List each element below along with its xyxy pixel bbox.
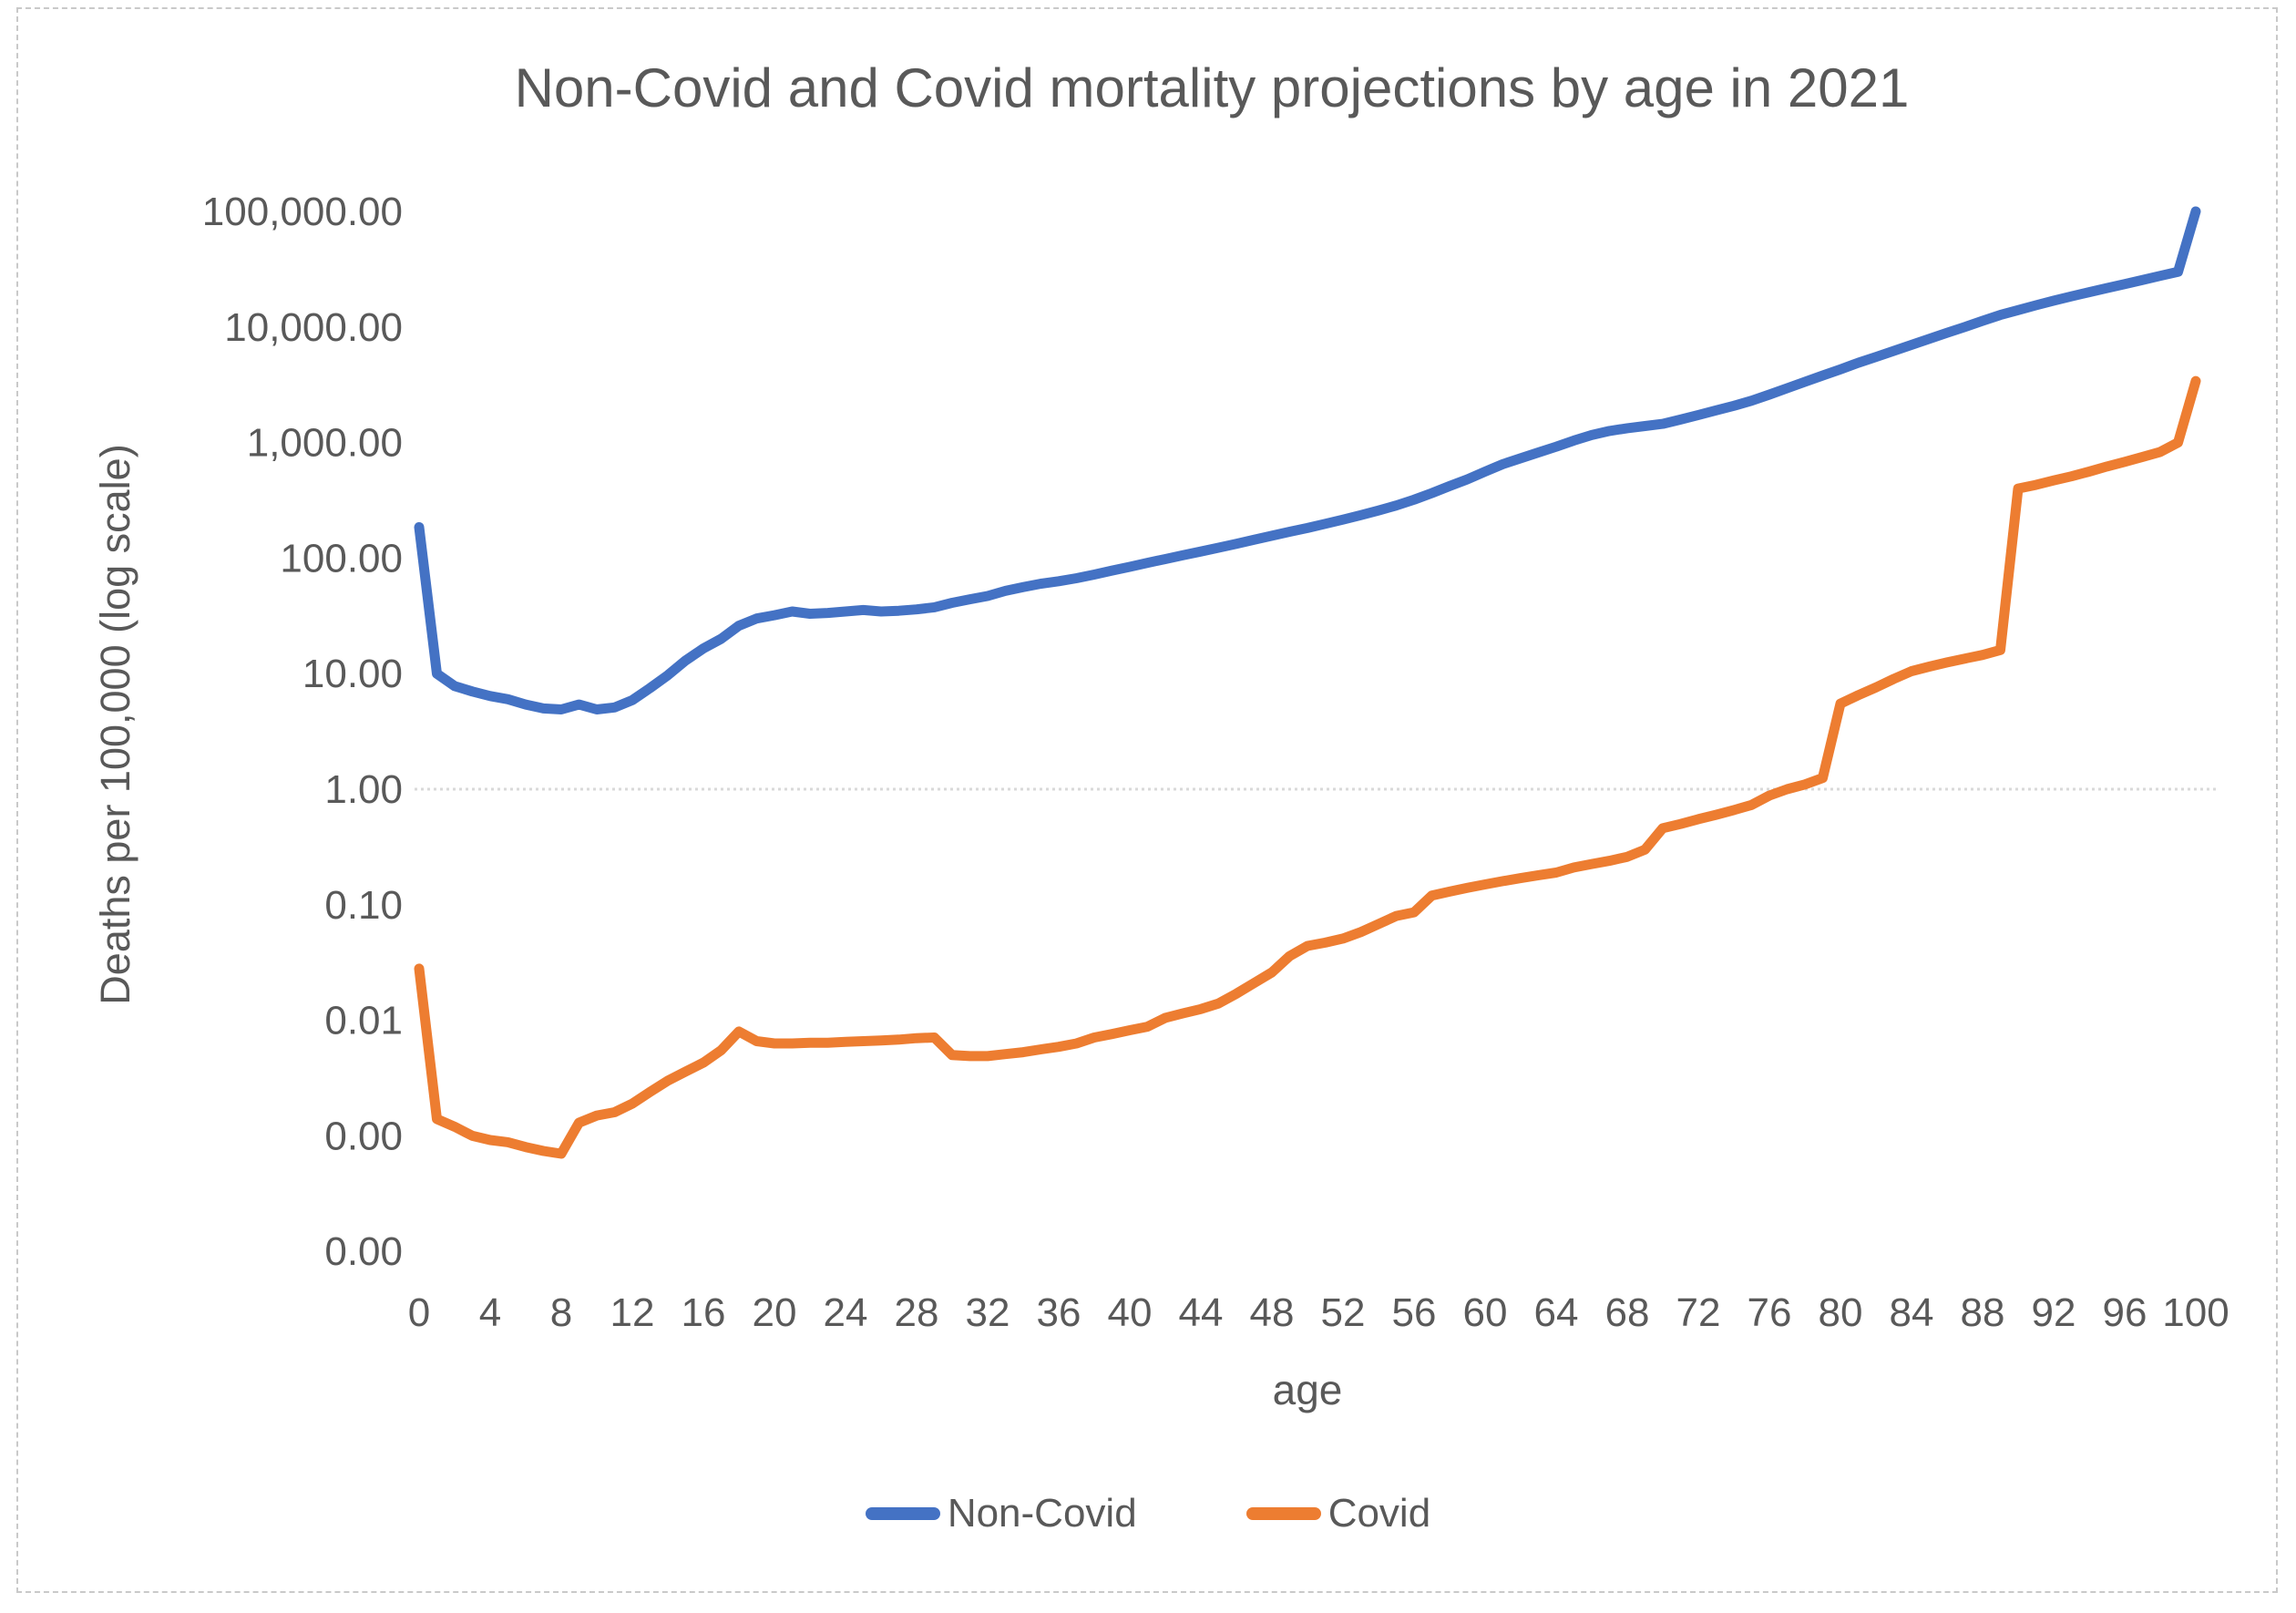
legend-item-covid: Covid [1245,1491,1431,1536]
chart-frame [16,7,2278,1593]
y-axis-tick-label: 1,000.00 [247,421,403,466]
x-axis-tick-label: 0 [408,1290,430,1335]
x-axis-tick-label: 88 [1961,1290,2005,1335]
y-axis-tick-label: 10.00 [302,652,403,696]
legend-item-non-covid: Non-Covid [865,1491,1137,1536]
legend: Non-Covid Covid [0,1491,2296,1536]
x-axis-tick-label: 64 [1534,1290,1579,1335]
y-axis-tick-label: 0.00 [324,1229,403,1274]
x-axis-tick-label: 4 [479,1290,501,1335]
x-axis-tick-label: 8 [550,1290,572,1335]
x-axis-tick-label: 92 [2032,1290,2076,1335]
legend-swatch-non-covid-icon [865,1507,940,1520]
x-axis-tick-label: 56 [1392,1290,1437,1335]
y-axis-tick-label: 10,000.00 [224,305,403,350]
y-axis-tick-label: 100.00 [280,536,403,580]
legend-label-covid: Covid [1327,1491,1431,1536]
x-axis-tick-label: 32 [966,1290,1010,1335]
legend-label-non-covid: Non-Covid [947,1491,1137,1536]
chart-title: Non-Covid and Covid mortality projection… [514,57,1910,118]
x-axis-tick-label: 76 [1748,1290,1792,1335]
x-axis-tick-label: 96 [2103,1290,2147,1335]
series-line-non-covid [414,206,2201,714]
x-axis-tick-label: 20 [753,1290,797,1335]
x-axis-tick-label: 84 [1890,1290,1934,1335]
y-axis-tick-label: 1.00 [324,767,403,812]
x-axis-tick-label: 44 [1179,1290,1224,1335]
y-axis-tick-label: 0.00 [324,1114,403,1158]
x-axis-tick-label: 60 [1463,1290,1508,1335]
x-axis-tick-label: 12 [610,1290,655,1335]
x-axis-tick-label: 100 [2162,1290,2229,1335]
x-axis-tick-label: 36 [1037,1290,1081,1335]
x-axis-tick-label: 80 [1819,1290,1863,1335]
y-axis-title: Deaths per 100,000 (log scale) [92,444,138,1005]
x-axis-title: age [1272,1366,1343,1413]
y-axis-tick-label: 100,000.00 [202,190,403,234]
x-axis-tick-label: 16 [682,1290,726,1335]
legend-swatch-covid-icon [1245,1507,1321,1520]
series-line-covid [414,375,2201,1159]
x-axis-tick-label: 48 [1250,1290,1295,1335]
x-axis-tick-label: 68 [1605,1290,1650,1335]
x-axis-tick-label: 24 [824,1290,868,1335]
x-axis-tick-label: 28 [895,1290,939,1335]
x-axis-tick-label: 72 [1676,1290,1721,1335]
y-axis-tick-label: 0.10 [324,883,403,928]
x-axis-tick-label: 40 [1108,1290,1153,1335]
x-axis-tick-label: 52 [1321,1290,1366,1335]
y-axis-tick-label: 0.01 [324,999,403,1043]
